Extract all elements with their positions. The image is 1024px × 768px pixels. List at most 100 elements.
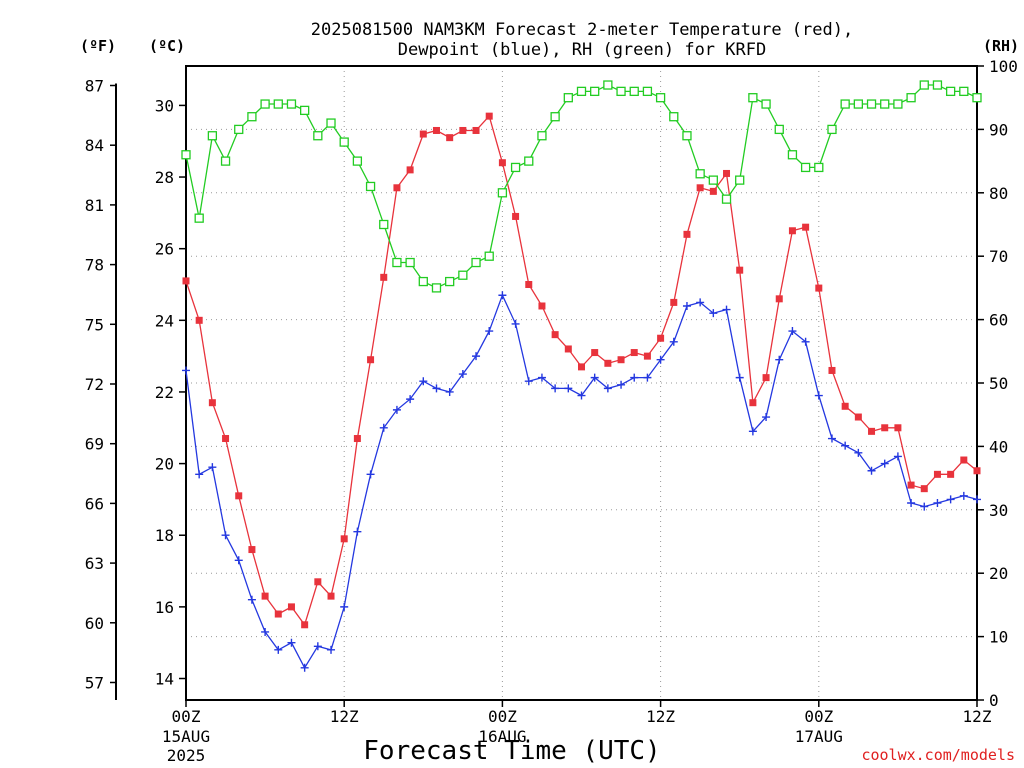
data-point-dewpoint <box>234 556 243 565</box>
data-point-temperature <box>920 485 928 493</box>
data-point-rh <box>471 257 481 268</box>
data-point-dewpoint <box>287 638 296 647</box>
fahrenheit-tick-label: 63 <box>85 554 104 573</box>
data-point-dewpoint <box>458 370 467 379</box>
data-point-temperature <box>287 603 295 611</box>
rh-tick-label: 50 <box>989 374 1008 393</box>
data-point-dewpoint <box>946 495 955 504</box>
fahrenheit-tick-label: 66 <box>85 494 104 513</box>
data-point-temperature <box>208 399 216 407</box>
data-point-temperature <box>723 169 731 177</box>
data-point-rh <box>273 99 283 109</box>
data-point-rh <box>563 93 573 103</box>
data-point-temperature <box>182 277 190 285</box>
data-point-temperature <box>301 621 309 629</box>
data-point-rh <box>616 86 626 97</box>
celsius-tick-label: 26 <box>155 240 174 259</box>
data-point-rh <box>945 86 956 97</box>
data-point-dewpoint <box>907 498 916 507</box>
data-point-dewpoint <box>340 602 349 611</box>
rh-tick-label: 60 <box>989 311 1008 330</box>
data-point-rh <box>735 175 745 185</box>
data-point-temperature <box>815 284 823 292</box>
series-line-dewpoint <box>185 293 978 670</box>
data-point-rh <box>972 93 982 103</box>
data-point-dewpoint <box>195 470 204 479</box>
data-point-temperature <box>406 166 414 174</box>
data-point-temperature <box>393 184 401 192</box>
data-point-rh <box>220 156 231 166</box>
data-point-dewpoint <box>920 502 929 511</box>
data-point-temperature <box>446 134 454 142</box>
data-point-temperature <box>525 280 533 288</box>
data-point-temperature <box>380 273 388 281</box>
data-point-rh <box>695 169 705 179</box>
unit-label-fahrenheit: (ºF) <box>80 37 116 55</box>
data-point-rh <box>906 93 916 103</box>
data-point-dewpoint <box>880 459 889 468</box>
data-point-rh <box>194 213 204 223</box>
data-point-dewpoint <box>959 491 968 500</box>
data-point-temperature <box>538 302 546 310</box>
data-point-rh <box>286 99 297 109</box>
data-point-rh <box>959 86 969 97</box>
data-point-temperature <box>841 402 849 410</box>
data-point-temperature <box>933 470 941 478</box>
data-point-temperature <box>551 331 559 339</box>
data-point-rh <box>629 86 639 97</box>
x-tick-date-label: 17AUG <box>795 727 843 746</box>
data-point-dewpoint <box>748 427 757 436</box>
tick-labels: 57 60 63 66 69 72 75 78 81 84 87 14 16 18 20 22 24 26 28 30… <box>85 57 1018 765</box>
data-point-dewpoint <box>603 384 612 393</box>
x-tick-label: 00Z <box>488 707 517 726</box>
data-point-dewpoint <box>551 384 560 393</box>
data-point-rh <box>590 86 600 97</box>
data-point-temperature <box>828 366 836 374</box>
data-point-rh <box>497 188 508 198</box>
data-point-dewpoint <box>379 423 388 432</box>
data-point-dewpoint <box>537 373 546 382</box>
data-point-temperature <box>973 467 981 475</box>
data-point-temperature <box>459 126 467 134</box>
data-point-temperature <box>683 230 691 238</box>
data-point-temperature <box>788 227 796 235</box>
data-point-temperature <box>340 535 348 543</box>
data-point-dewpoint <box>735 373 744 382</box>
x-tick-date-label: 15AUG <box>162 727 210 746</box>
data-point-temperature <box>274 610 282 618</box>
data-point-rh <box>840 99 850 109</box>
data-point-rh <box>510 162 521 173</box>
celsius-tick-label: 30 <box>155 96 174 115</box>
credit-link[interactable]: coolwx.com/models <box>861 746 1015 764</box>
data-point-rh <box>418 276 428 287</box>
data-point-dewpoint <box>208 463 217 472</box>
data-point-temperature <box>802 223 810 231</box>
data-point-rh <box>880 99 890 109</box>
celsius-tick-label: 16 <box>155 598 174 617</box>
data-point-dewpoint <box>485 327 494 336</box>
data-point-rh <box>893 99 903 109</box>
data-point-rh <box>247 112 257 122</box>
data-point-dewpoint <box>788 327 797 336</box>
data-point-rh <box>524 156 534 166</box>
data-point-temperature <box>657 334 665 342</box>
rh-tick-label: 20 <box>989 564 1008 583</box>
unit-label-rh: (RH) <box>983 37 1019 55</box>
data-point-temperature <box>261 592 269 600</box>
rh-tick-label: 80 <box>989 184 1008 203</box>
celsius-tick-label: 24 <box>155 311 174 330</box>
data-point-temperature <box>762 374 770 382</box>
rh-tick-label: 90 <box>989 120 1008 139</box>
data-point-dewpoint <box>445 387 454 396</box>
x-tick-label: 00Z <box>804 707 833 726</box>
fahrenheit-tick-label: 78 <box>85 256 104 275</box>
data-point-rh <box>379 219 389 230</box>
data-point-temperature <box>222 435 230 443</box>
x-tick-year-label: 2025 <box>167 746 206 765</box>
data-point-temperature <box>432 126 440 134</box>
data-point-temperature <box>564 345 572 353</box>
data-point-rh <box>445 276 455 287</box>
data-point-temperature <box>868 427 876 435</box>
series-line-rh <box>185 84 978 289</box>
data-point-rh <box>234 124 244 135</box>
